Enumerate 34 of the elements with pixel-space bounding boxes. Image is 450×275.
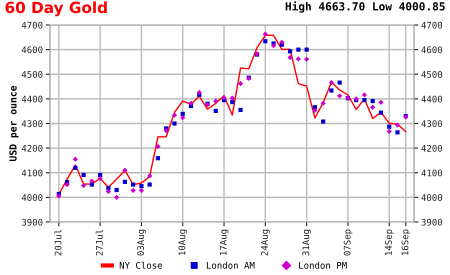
legend-label: London PM	[299, 262, 347, 269]
y2-tick-label: 4200	[421, 144, 442, 152]
x-tick-label: 17Aug	[220, 230, 228, 256]
x-tick-label: 24Aug	[261, 230, 270, 256]
y-axis-title: USD per ounce	[9, 86, 19, 162]
y-tick-label: 4300	[22, 120, 42, 128]
y2-tick-label: 3900	[422, 218, 442, 226]
y2-tick-label: 4600	[421, 46, 442, 54]
x-tick-label: 03Aug	[137, 230, 146, 256]
x-tick-label: 10Aug	[178, 230, 188, 256]
x-tick-label: 16Sep	[402, 229, 410, 256]
x-tick-label: 14Sep	[385, 229, 394, 256]
x-tick-label: 27Jul	[96, 230, 103, 256]
y-tick-label: 4000	[22, 194, 42, 201]
y2-tick-label: 4000	[421, 194, 442, 201]
x-tick-label: 07Sep	[344, 229, 352, 256]
x-tick-label: 31Aug	[302, 230, 312, 256]
chart-title: 60 Day Gold	[5, 1, 107, 16]
legend-label: NY Close	[120, 262, 162, 269]
y-tick-label: 4700	[22, 22, 42, 29]
y2-tick-label: 4100	[421, 170, 442, 176]
x-tick-label: 20Jul	[54, 230, 62, 256]
y2-tick-label: 4400	[421, 96, 442, 102]
y2-tick-label: 4300	[421, 120, 442, 128]
y-tick-label: 4600	[22, 46, 42, 54]
y-tick-label: 3900	[22, 218, 42, 226]
y2-tick-label: 4500	[421, 71, 442, 78]
y-tick-label: 4100	[22, 170, 42, 176]
y-tick-label: 4400	[22, 96, 42, 102]
y2-tick-label: 4700	[421, 22, 442, 29]
legend-label: London AM	[206, 262, 254, 269]
chart-subtitle: High 4663.70 Low 4000.85	[286, 1, 445, 13]
y-tick-label: 4200	[22, 144, 42, 152]
y-tick-label: 4500	[22, 71, 42, 78]
